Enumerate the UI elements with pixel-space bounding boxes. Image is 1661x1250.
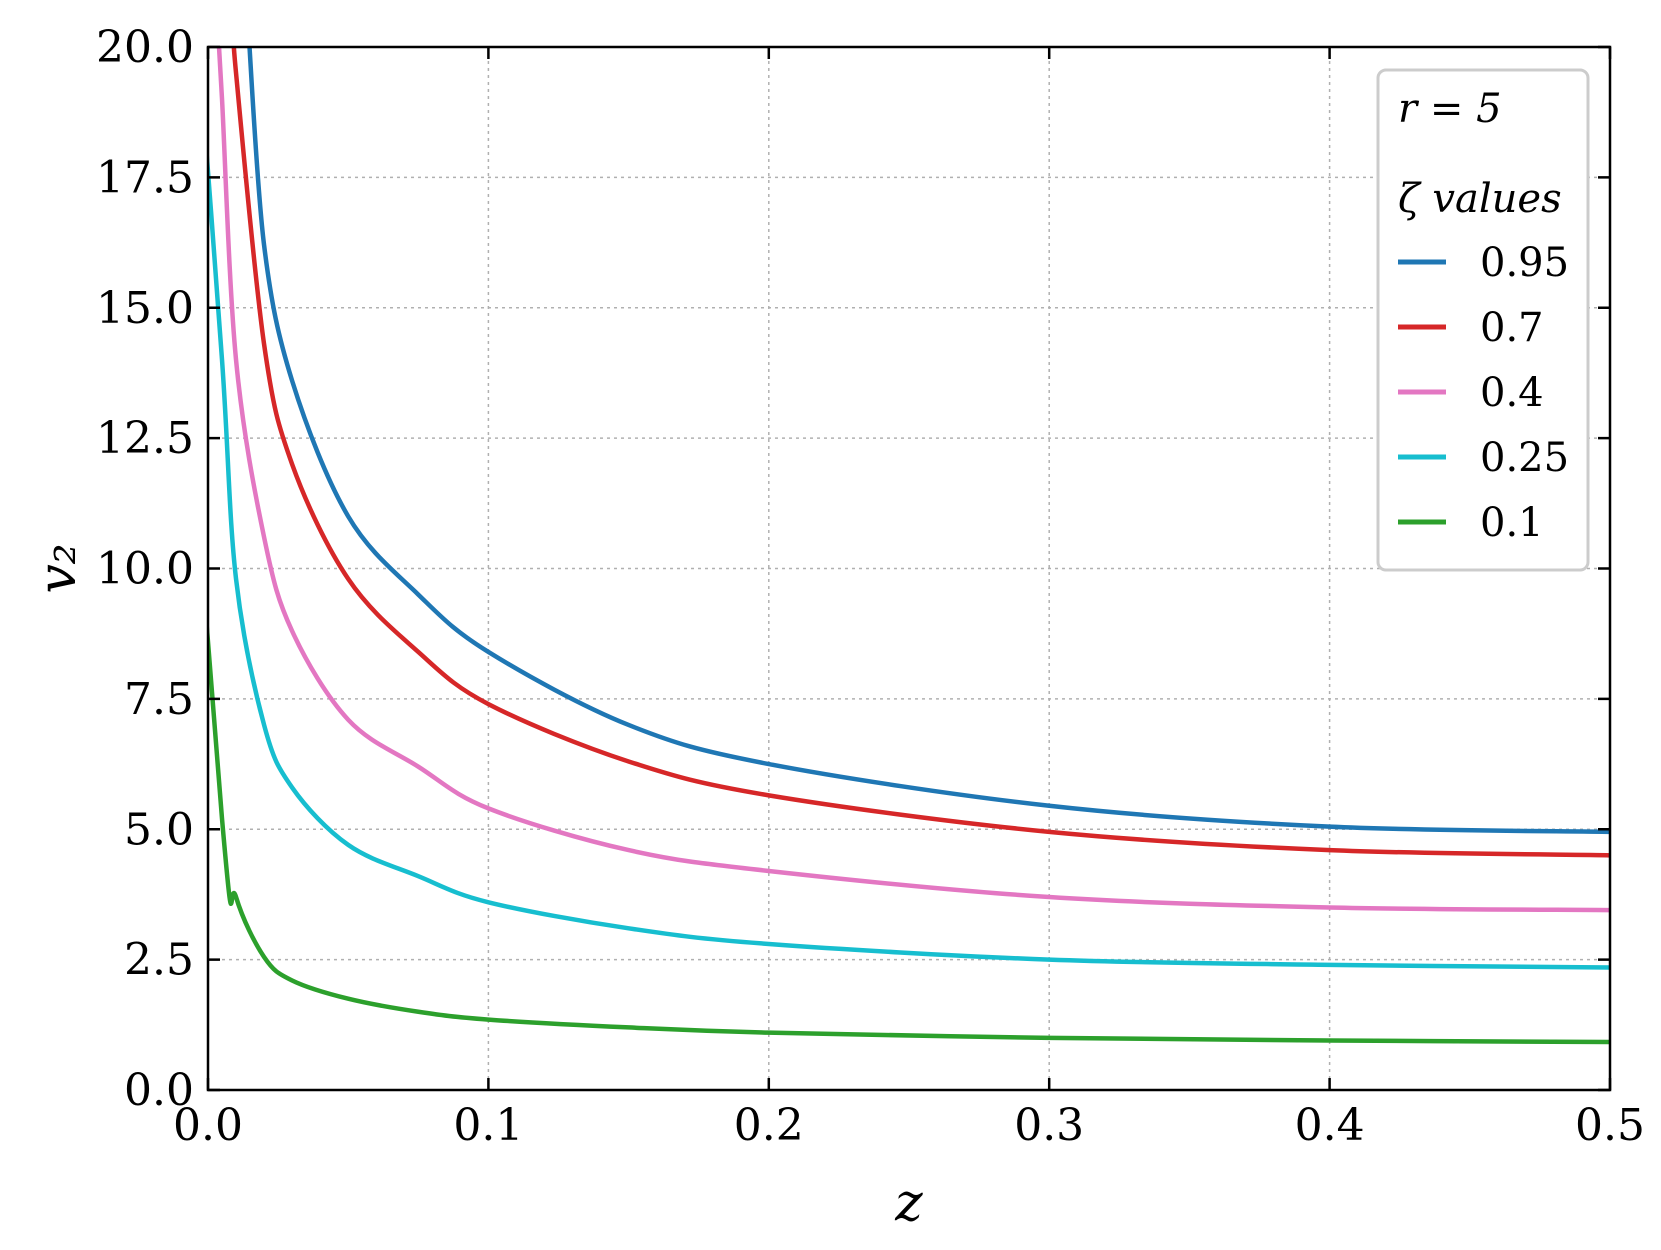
legend-label-0.25: 0.25 — [1480, 435, 1569, 481]
legend-box — [1376, 68, 1590, 572]
x-axis-label: z — [894, 1173, 923, 1233]
series-line-0.4 — [216, 47, 1610, 913]
y-tick-label: 15.0 — [96, 283, 194, 334]
y-tick-label: 0.0 — [124, 1065, 194, 1116]
x-tick-label: 0.0 — [173, 1100, 243, 1151]
y-tick-label: 2.5 — [124, 935, 194, 986]
legend-label-0.7: 0.7 — [1480, 305, 1544, 351]
x-tick-label: 0.1 — [453, 1100, 523, 1151]
legend-title: ζ values — [1398, 176, 1562, 222]
legend: r = 5 ζ values 0.95 0.7 0.4 0.25 0.1 — [1376, 68, 1590, 572]
series-line-0.25 — [208, 141, 1610, 970]
legend-label-0.1: 0.1 — [1480, 500, 1544, 546]
series-line-0.7 — [231, 47, 1610, 858]
axis-ticks: 0.0 0.1 0.2 0.3 0.4 0.5 0.0 2.5 5.0 7.5 10.0 12.5 15… — [96, 22, 1645, 1151]
legend-label-0.4: 0.4 — [1480, 370, 1544, 416]
series-line-0.95 — [247, 47, 1610, 835]
x-tick-label: 0.4 — [1295, 1100, 1365, 1151]
series-lines — [208, 47, 1610, 1045]
legend-entries: 0.95 0.7 0.4 0.25 0.1 — [1398, 240, 1569, 546]
y-axis-label: v₂ — [28, 543, 88, 593]
x-tick-label: 0.2 — [734, 1100, 804, 1151]
legend-label-0.95: 0.95 — [1480, 240, 1569, 286]
y-tick-label: 7.5 — [124, 674, 194, 725]
y-tick-label: 5.0 — [124, 804, 194, 855]
y-tick-label: 20.0 — [96, 22, 194, 73]
y-tick-label: 12.5 — [96, 413, 194, 464]
grid — [208, 47, 1610, 1090]
x-tick-label: 0.3 — [1014, 1100, 1084, 1151]
y-tick-label: 17.5 — [96, 152, 194, 203]
series-line-0.1 — [208, 617, 1610, 1045]
y-tick-label: 10.0 — [96, 544, 194, 595]
x-tick-label: 0.5 — [1575, 1100, 1645, 1151]
legend-annotation: r = 5 — [1398, 86, 1502, 132]
